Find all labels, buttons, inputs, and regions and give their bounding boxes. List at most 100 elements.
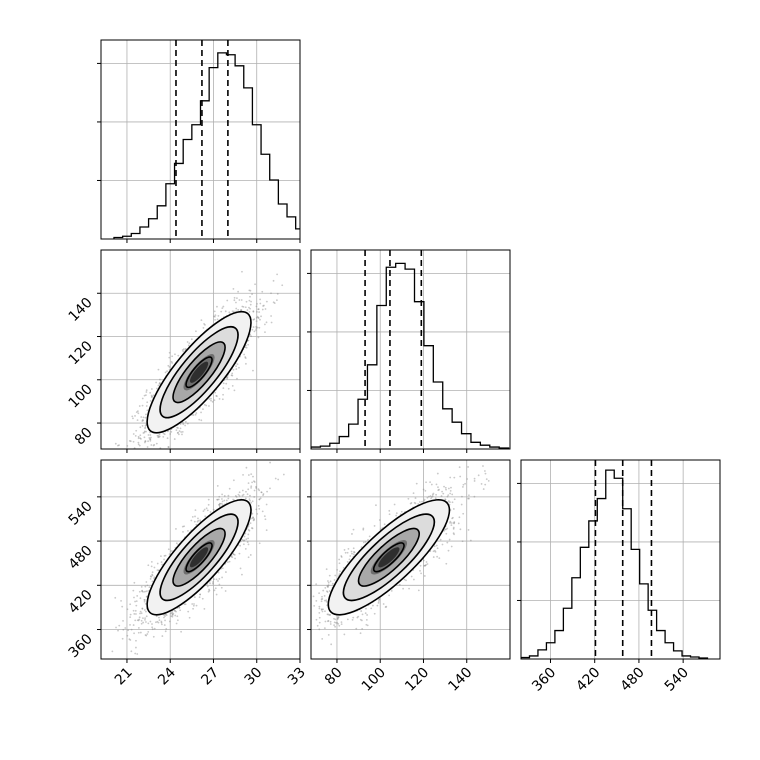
scatter-point	[464, 482, 467, 485]
scatter-point	[449, 489, 452, 492]
scatter-point	[175, 622, 178, 625]
scatter-point	[139, 612, 141, 615]
scatter-point	[326, 613, 329, 616]
scatter-point	[312, 595, 315, 598]
scatter-point	[410, 575, 413, 578]
scatter-point	[152, 635, 155, 638]
scatter-point	[204, 515, 207, 518]
scatter-point	[326, 591, 329, 593]
scatter-point	[212, 581, 214, 583]
scatter-point	[318, 592, 321, 595]
scatter-point	[253, 518, 255, 521]
scatter-point	[250, 527, 253, 529]
scatter-point	[321, 610, 324, 613]
scatter-point	[188, 616, 191, 619]
scatter-point	[213, 578, 216, 580]
scatter-point	[197, 517, 199, 520]
scatter-point	[250, 473, 253, 476]
y-tick-label: 540	[66, 498, 96, 528]
scatter-point	[336, 618, 339, 620]
scatter-point	[417, 589, 420, 592]
scatter-point	[167, 548, 170, 551]
scatter-point	[272, 301, 275, 304]
scatter-point	[237, 308, 240, 311]
scatter-point	[321, 595, 323, 598]
scatter-point	[203, 403, 206, 406]
scatter-point	[221, 307, 224, 310]
scatter-point	[152, 452, 154, 454]
y-tick-label: 360	[66, 631, 96, 661]
scatter-point	[139, 434, 142, 437]
scatter-point	[175, 429, 178, 432]
scatter-point	[327, 613, 330, 616]
scatter-point	[212, 508, 215, 511]
scatter-point	[157, 436, 160, 439]
scatter-point	[187, 344, 190, 347]
scatter-point	[356, 616, 359, 619]
scatter-point	[340, 623, 343, 626]
scatter-point	[395, 514, 398, 517]
scatter-point	[218, 583, 221, 586]
scatter-point	[160, 561, 163, 563]
scatter-point	[134, 609, 137, 612]
scatter-point	[352, 528, 355, 531]
scatter-point	[249, 295, 251, 298]
scatter-point	[375, 504, 377, 507]
scatter-point	[315, 618, 318, 621]
scatter-point	[419, 569, 421, 572]
scatter-point	[217, 314, 220, 317]
scatter-point	[158, 381, 161, 384]
scatter-point	[245, 538, 248, 541]
scatter-point	[251, 328, 254, 331]
scatter-point	[217, 571, 220, 574]
scatter-point	[327, 580, 329, 582]
scatter-point	[459, 528, 462, 531]
scatter-point	[257, 316, 260, 319]
scatter-point	[183, 603, 186, 606]
scatter-point	[348, 558, 351, 561]
scatter-point	[172, 612, 175, 615]
scatter-point	[175, 528, 177, 530]
scatter-point	[173, 609, 176, 612]
scatter-point	[163, 433, 166, 436]
scatter-point	[129, 613, 132, 616]
scatter-point	[151, 623, 153, 625]
scatter-point	[135, 604, 138, 607]
scatter-point	[251, 481, 253, 484]
scatter-point	[260, 315, 262, 318]
scatter-point	[231, 384, 234, 387]
scatter-point	[289, 632, 291, 634]
scatter-point	[321, 597, 324, 600]
scatter-point	[170, 612, 172, 615]
scatter-point	[192, 604, 195, 607]
scatter-point	[137, 443, 140, 446]
scatter-point	[208, 398, 211, 401]
scatter-point	[149, 434, 152, 436]
scatter-point	[226, 561, 229, 564]
scatter-point	[232, 498, 234, 501]
scatter-point	[147, 564, 150, 567]
scatter-point	[150, 575, 152, 578]
scatter-point	[436, 472, 439, 475]
scatter-point	[251, 517, 253, 520]
scatter-point	[232, 553, 235, 555]
scatter-point	[140, 619, 143, 622]
scatter-point	[146, 401, 149, 404]
scatter-point	[174, 610, 176, 612]
scatter-point	[174, 353, 176, 356]
scatter-point	[249, 289, 252, 292]
panel-frame	[100, 249, 301, 450]
scatter-point	[258, 498, 261, 501]
scatter-point	[220, 502, 223, 505]
scatter-point	[227, 387, 230, 390]
scatter-point	[224, 310, 227, 313]
scatter-point	[244, 548, 247, 550]
scatter-point	[221, 498, 223, 500]
scatter-point	[413, 501, 416, 504]
scatter-point	[430, 497, 432, 500]
scatter-point	[257, 308, 260, 311]
scatter-point	[214, 318, 216, 321]
scatter-point	[177, 354, 180, 357]
scatter-point	[273, 302, 276, 305]
contour-line	[159, 325, 239, 419]
